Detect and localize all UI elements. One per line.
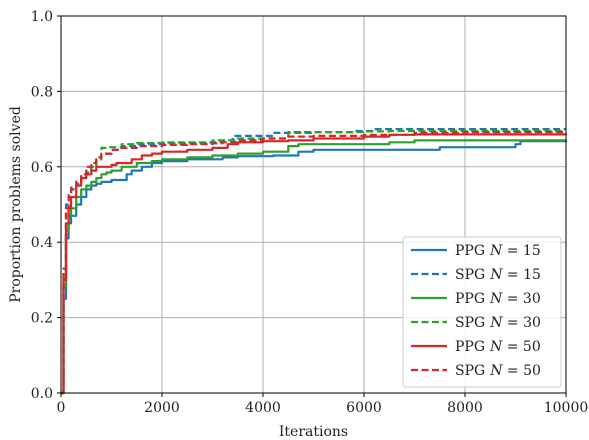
series-lines [61, 128, 568, 395]
legend-label-method: SPG [455, 267, 485, 283]
legend-label-5: SPG N = 50 [455, 363, 541, 379]
axis-ticks: 0 2000 4000 6000 8000 10000 0.0 0.2 0.4 0.6 0.8 1.0 [31, 9, 589, 416]
y-tick-label: 0.8 [31, 84, 53, 100]
y-axis-label: Proportion problems solved [8, 106, 24, 303]
legend-label-method: SPG [455, 363, 485, 379]
series-line-0 [61, 140, 568, 395]
series-line-5 [61, 131, 568, 395]
x-axis-label: Iterations [279, 424, 348, 440]
legend-label-4: PPG N = 50 [455, 339, 541, 355]
legend-label-method: SPG [455, 315, 485, 331]
x-tick-label: 0 [57, 400, 66, 416]
x-tick-label: 2000 [144, 400, 180, 416]
x-tick-label: 4000 [245, 400, 281, 416]
legend-label-variable: N [489, 315, 503, 331]
legend-label-3: SPG N = 30 [455, 315, 541, 331]
y-tick-label: 0.0 [31, 386, 53, 402]
legend-label-value: = 30 [502, 315, 540, 331]
legend-label-value: = 50 [502, 363, 540, 379]
y-tick-label: 0.6 [31, 160, 53, 176]
legend-label-variable: N [489, 243, 503, 259]
legend-label-variable: N [489, 267, 503, 283]
legend-label-variable: N [489, 339, 503, 355]
y-tick-label: 0.4 [31, 235, 53, 251]
grid-lines [60, 15, 567, 394]
legend-label-variable: N [489, 363, 503, 379]
x-tick-label: 10000 [544, 400, 589, 416]
series-line-4 [61, 133, 568, 395]
legend-label-value: = 15 [502, 267, 540, 283]
x-tick-label: 8000 [447, 400, 483, 416]
legend-label-1: SPG N = 15 [455, 267, 541, 283]
legend-label-variable: N [489, 291, 503, 307]
legend-label-method: PPG [455, 339, 485, 355]
axes-frame [60, 15, 567, 394]
legend-label-method: PPG [455, 243, 485, 259]
legend-label-value: = 30 [502, 291, 540, 307]
legend-label-value: = 50 [502, 339, 540, 355]
legend-label-method: PPG [455, 291, 485, 307]
legend-label-value: = 15 [502, 243, 540, 259]
legend-label-0: PPG N = 15 [455, 243, 541, 259]
y-tick-label: 1.0 [31, 9, 53, 25]
x-tick-label: 6000 [346, 400, 382, 416]
legend-label-2: PPG N = 30 [455, 291, 541, 307]
y-tick-label: 0.2 [31, 311, 53, 327]
series-line-2 [61, 139, 568, 395]
